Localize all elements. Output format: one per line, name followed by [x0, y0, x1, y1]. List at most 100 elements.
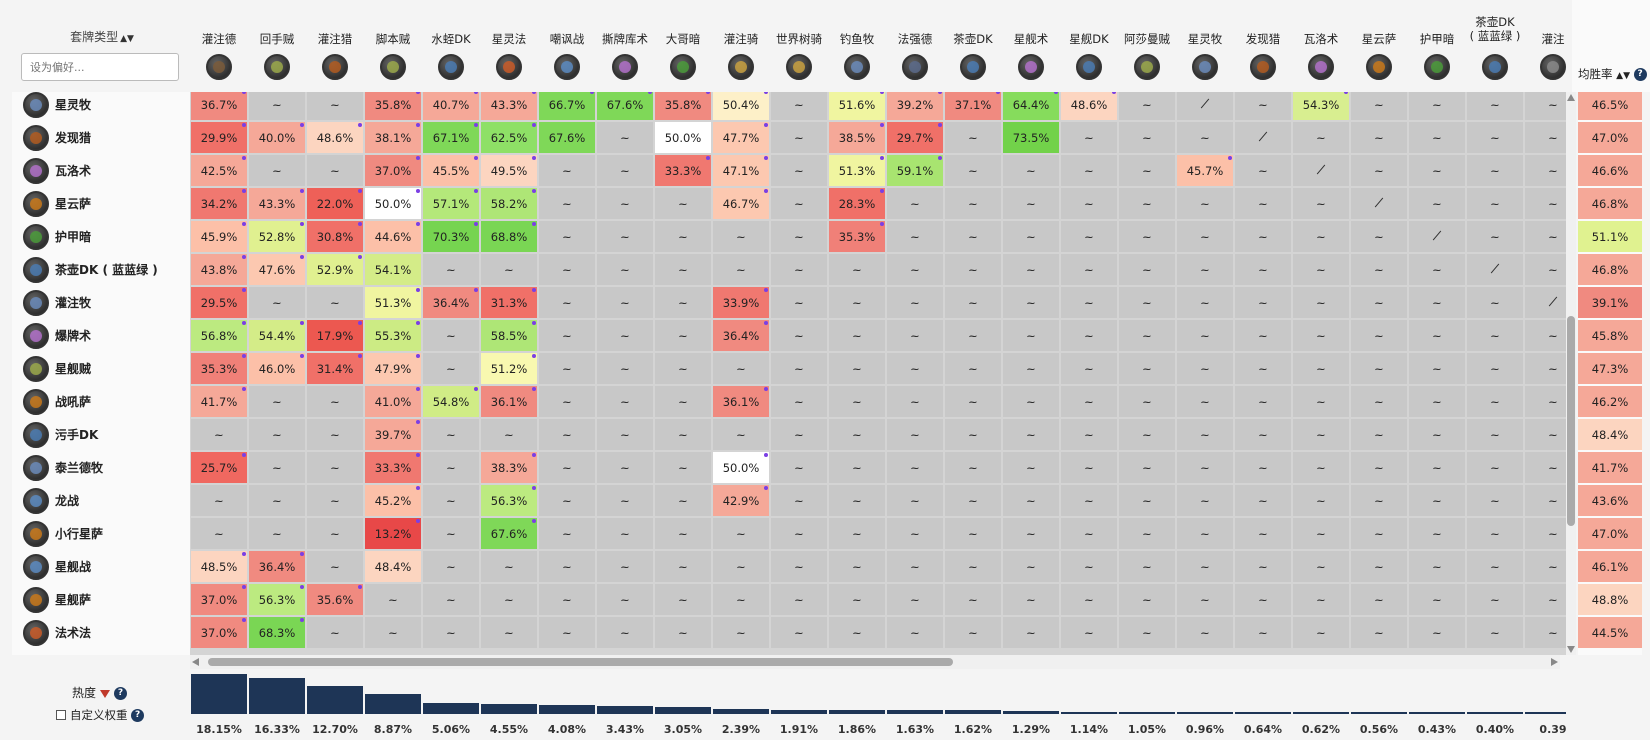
matchup-cell[interactable]: ~: [1293, 485, 1349, 516]
matchup-cell[interactable]: ~: [1351, 254, 1407, 285]
matchup-cell[interactable]: ~: [829, 518, 885, 549]
matchup-cell[interactable]: ~: [945, 287, 1001, 318]
matchup-cell[interactable]: 50.0%: [365, 188, 421, 219]
matchup-cell[interactable]: 35.6%: [307, 584, 363, 615]
matchup-cell[interactable]: ~: [539, 518, 595, 549]
matchup-cell[interactable]: ~: [249, 155, 305, 186]
matchup-cell[interactable]: 37.0%: [191, 617, 247, 648]
row-header[interactable]: 星灵牧: [12, 92, 190, 121]
matchup-cell[interactable]: ~: [945, 122, 1001, 153]
matchup-cell[interactable]: 43.3%: [481, 92, 537, 120]
matchup-cell[interactable]: 51.2%: [481, 353, 537, 384]
column-header[interactable]: 嘲讽战: [538, 0, 596, 92]
matchup-cell[interactable]: ~: [713, 353, 769, 384]
matchup-cell[interactable]: 33.3%: [365, 452, 421, 483]
matchup-cell[interactable]: ~: [1003, 551, 1059, 582]
matchup-cell[interactable]: ~: [655, 386, 711, 417]
matchup-cell[interactable]: ~: [1235, 518, 1291, 549]
matchup-cell[interactable]: ~: [1525, 419, 1566, 450]
matchup-cell[interactable]: ~: [945, 188, 1001, 219]
matchup-cell[interactable]: ~: [539, 155, 595, 186]
matchup-cell[interactable]: ~: [887, 386, 943, 417]
matchup-cell[interactable]: ~: [307, 155, 363, 186]
matchup-cell[interactable]: ~: [1061, 617, 1117, 648]
matchup-cell[interactable]: 36.4%: [423, 287, 479, 318]
matchup-cell[interactable]: 36.1%: [713, 386, 769, 417]
matchup-cell[interactable]: ~: [829, 551, 885, 582]
matchup-cell[interactable]: 22.0%: [307, 188, 363, 219]
matchup-cell[interactable]: ~: [713, 617, 769, 648]
matchup-cell[interactable]: 43.3%: [249, 188, 305, 219]
matchup-cell[interactable]: ~: [713, 221, 769, 252]
column-header[interactable]: 法强德: [886, 0, 944, 92]
matchup-cell[interactable]: 59.1%: [887, 155, 943, 186]
matchup-cell[interactable]: ~: [1525, 551, 1566, 582]
column-header[interactable]: 水蛭DK: [422, 0, 480, 92]
row-header[interactable]: 星舰萨: [12, 583, 190, 616]
matchup-cell[interactable]: ~: [1467, 122, 1523, 153]
matchup-cell[interactable]: ~: [829, 584, 885, 615]
row-header[interactable]: 污手DK: [12, 418, 190, 451]
matchup-cell[interactable]: ~: [887, 551, 943, 582]
matchup-cell[interactable]: ~: [1235, 386, 1291, 417]
matchup-cell[interactable]: ~: [1409, 518, 1465, 549]
matchup-cell[interactable]: 45.5%: [423, 155, 479, 186]
matchup-cell[interactable]: ~: [1409, 452, 1465, 483]
matchup-cell[interactable]: ~: [1119, 452, 1175, 483]
row-header[interactable]: 战吼萨: [12, 385, 190, 418]
matchup-cell[interactable]: 46.0%: [249, 353, 305, 384]
matchup-cell[interactable]: ~: [945, 419, 1001, 450]
matchup-cell[interactable]: ~: [1177, 551, 1233, 582]
matchup-cell[interactable]: ~: [713, 551, 769, 582]
matchup-cell[interactable]: ~: [1409, 254, 1465, 285]
matchup-cell[interactable]: 43.8%: [191, 254, 247, 285]
matchup-cell[interactable]: ~: [1525, 320, 1566, 351]
matchup-cell[interactable]: ~: [1293, 584, 1349, 615]
matchup-cell[interactable]: ~: [1119, 617, 1175, 648]
matchup-cell[interactable]: ~: [1235, 188, 1291, 219]
matchup-cell[interactable]: ~: [597, 485, 653, 516]
scroll-down-arrow-icon[interactable]: [1567, 646, 1575, 653]
matchup-cell[interactable]: 33.3%: [655, 155, 711, 186]
matchup-cell[interactable]: ~: [249, 287, 305, 318]
matchup-cell[interactable]: ~: [597, 155, 653, 186]
matchup-cell[interactable]: ~: [655, 320, 711, 351]
matchup-cell[interactable]: ~: [945, 386, 1001, 417]
matchup-cell[interactable]: 55.3%: [365, 320, 421, 351]
column-header[interactable]: 护甲暗: [1408, 0, 1466, 92]
matchup-cell[interactable]: ~: [945, 551, 1001, 582]
matchup-cell[interactable]: 38.3%: [481, 452, 537, 483]
matchup-cell[interactable]: ~: [1293, 122, 1349, 153]
matchup-cell[interactable]: ~: [481, 617, 537, 648]
matchup-cell[interactable]: ~: [1467, 617, 1523, 648]
horizontal-scroll-thumb[interactable]: [208, 658, 953, 666]
matchup-cell[interactable]: 47.1%: [713, 155, 769, 186]
row-header[interactable]: 茶壶DK ( 蓝蓝绿 ): [12, 253, 190, 286]
matchup-cell[interactable]: 36.1%: [481, 386, 537, 417]
matchup-cell[interactable]: ~: [1467, 221, 1523, 252]
matchup-cell[interactable]: ~: [539, 188, 595, 219]
popularity-help-icon[interactable]: ?: [114, 687, 128, 700]
matchup-cell[interactable]: ~: [1003, 419, 1059, 450]
matchup-cell[interactable]: ~: [1467, 452, 1523, 483]
matchup-cell[interactable]: ~: [1293, 320, 1349, 351]
matchup-cell[interactable]: ~: [1293, 617, 1349, 648]
matchup-cell[interactable]: 58.5%: [481, 320, 537, 351]
matchup-cell[interactable]: 37.1%: [945, 92, 1001, 120]
matchup-cell[interactable]: ~: [655, 353, 711, 384]
matchup-cell[interactable]: ~: [597, 287, 653, 318]
matchup-cell[interactable]: ~: [887, 452, 943, 483]
matchup-cell[interactable]: ~: [829, 254, 885, 285]
matchup-cell[interactable]: ~: [1061, 155, 1117, 186]
matchup-cell[interactable]: ~: [771, 254, 827, 285]
matchup-cell[interactable]: ~: [1293, 221, 1349, 252]
matchup-cell[interactable]: ~: [771, 419, 827, 450]
matchup-cell[interactable]: ~: [1003, 287, 1059, 318]
matchup-cell[interactable]: ~: [1119, 188, 1175, 219]
matchup-cell[interactable]: ~: [597, 551, 653, 582]
column-header[interactable]: 星灵法: [480, 0, 538, 92]
matchup-cell[interactable]: ~: [1003, 485, 1059, 516]
matchup-cell[interactable]: ~: [539, 353, 595, 384]
matchup-cell[interactable]: ~: [1235, 155, 1291, 186]
matchup-cell[interactable]: ~: [423, 617, 479, 648]
